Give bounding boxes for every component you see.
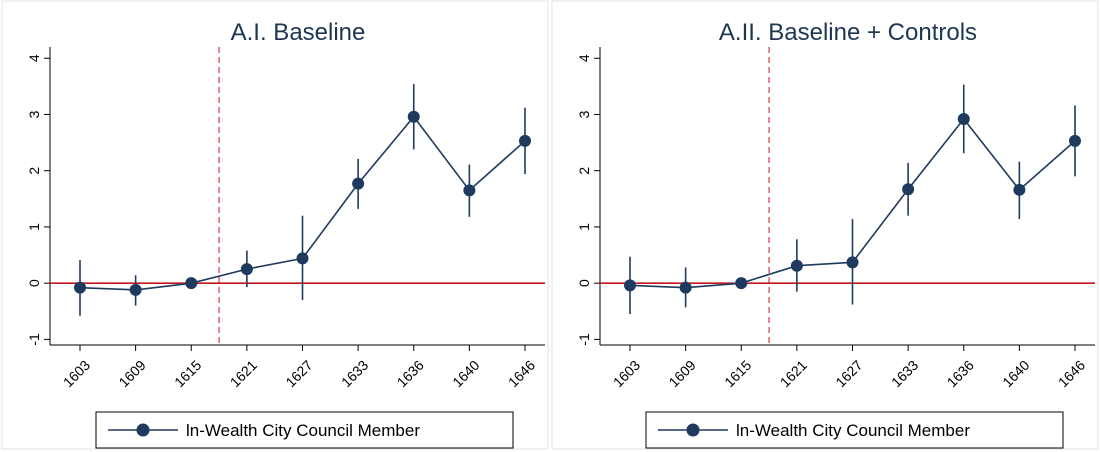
y-tick-label: 2 — [576, 167, 592, 175]
legend-marker — [136, 423, 150, 437]
data-point — [957, 112, 970, 125]
chart-title: A.II. Baseline + Controls — [719, 19, 977, 46]
data-point — [1069, 134, 1081, 147]
data-point — [624, 279, 636, 292]
legend-label: ln-Wealth City Council Member — [736, 421, 970, 440]
data-point — [185, 277, 198, 290]
y-tick-label: 1 — [26, 223, 42, 231]
y-tick-label: -1 — [26, 333, 42, 346]
panel-border — [551, 0, 1099, 450]
data-point — [902, 183, 915, 196]
legend-marker — [686, 423, 700, 437]
y-tick-label: 3 — [576, 110, 592, 118]
chart-title: A.I. Baseline — [231, 19, 366, 46]
data-point — [790, 259, 803, 272]
data-point — [1013, 183, 1026, 196]
data-point — [463, 184, 476, 197]
y-tick-label: -1 — [576, 333, 592, 346]
data-point — [679, 281, 692, 294]
y-tick-label: 4 — [26, 54, 42, 62]
y-tick-label: 1 — [576, 223, 592, 231]
y-tick-label: 2 — [26, 167, 42, 175]
data-point — [735, 277, 748, 290]
data-point — [129, 283, 142, 296]
panel-border — [1, 0, 549, 450]
data-point — [352, 177, 365, 190]
data-point — [240, 263, 253, 276]
data-point — [846, 256, 859, 269]
legend-label: ln-Wealth City Council Member — [186, 421, 420, 440]
data-point — [407, 110, 420, 123]
y-tick-label: 4 — [576, 54, 592, 62]
y-tick-label: 0 — [26, 279, 42, 287]
data-point — [519, 134, 531, 147]
data-point — [296, 252, 309, 265]
y-tick-label: 0 — [576, 279, 592, 287]
data-point — [74, 281, 86, 294]
y-tick-label: 3 — [26, 110, 42, 118]
